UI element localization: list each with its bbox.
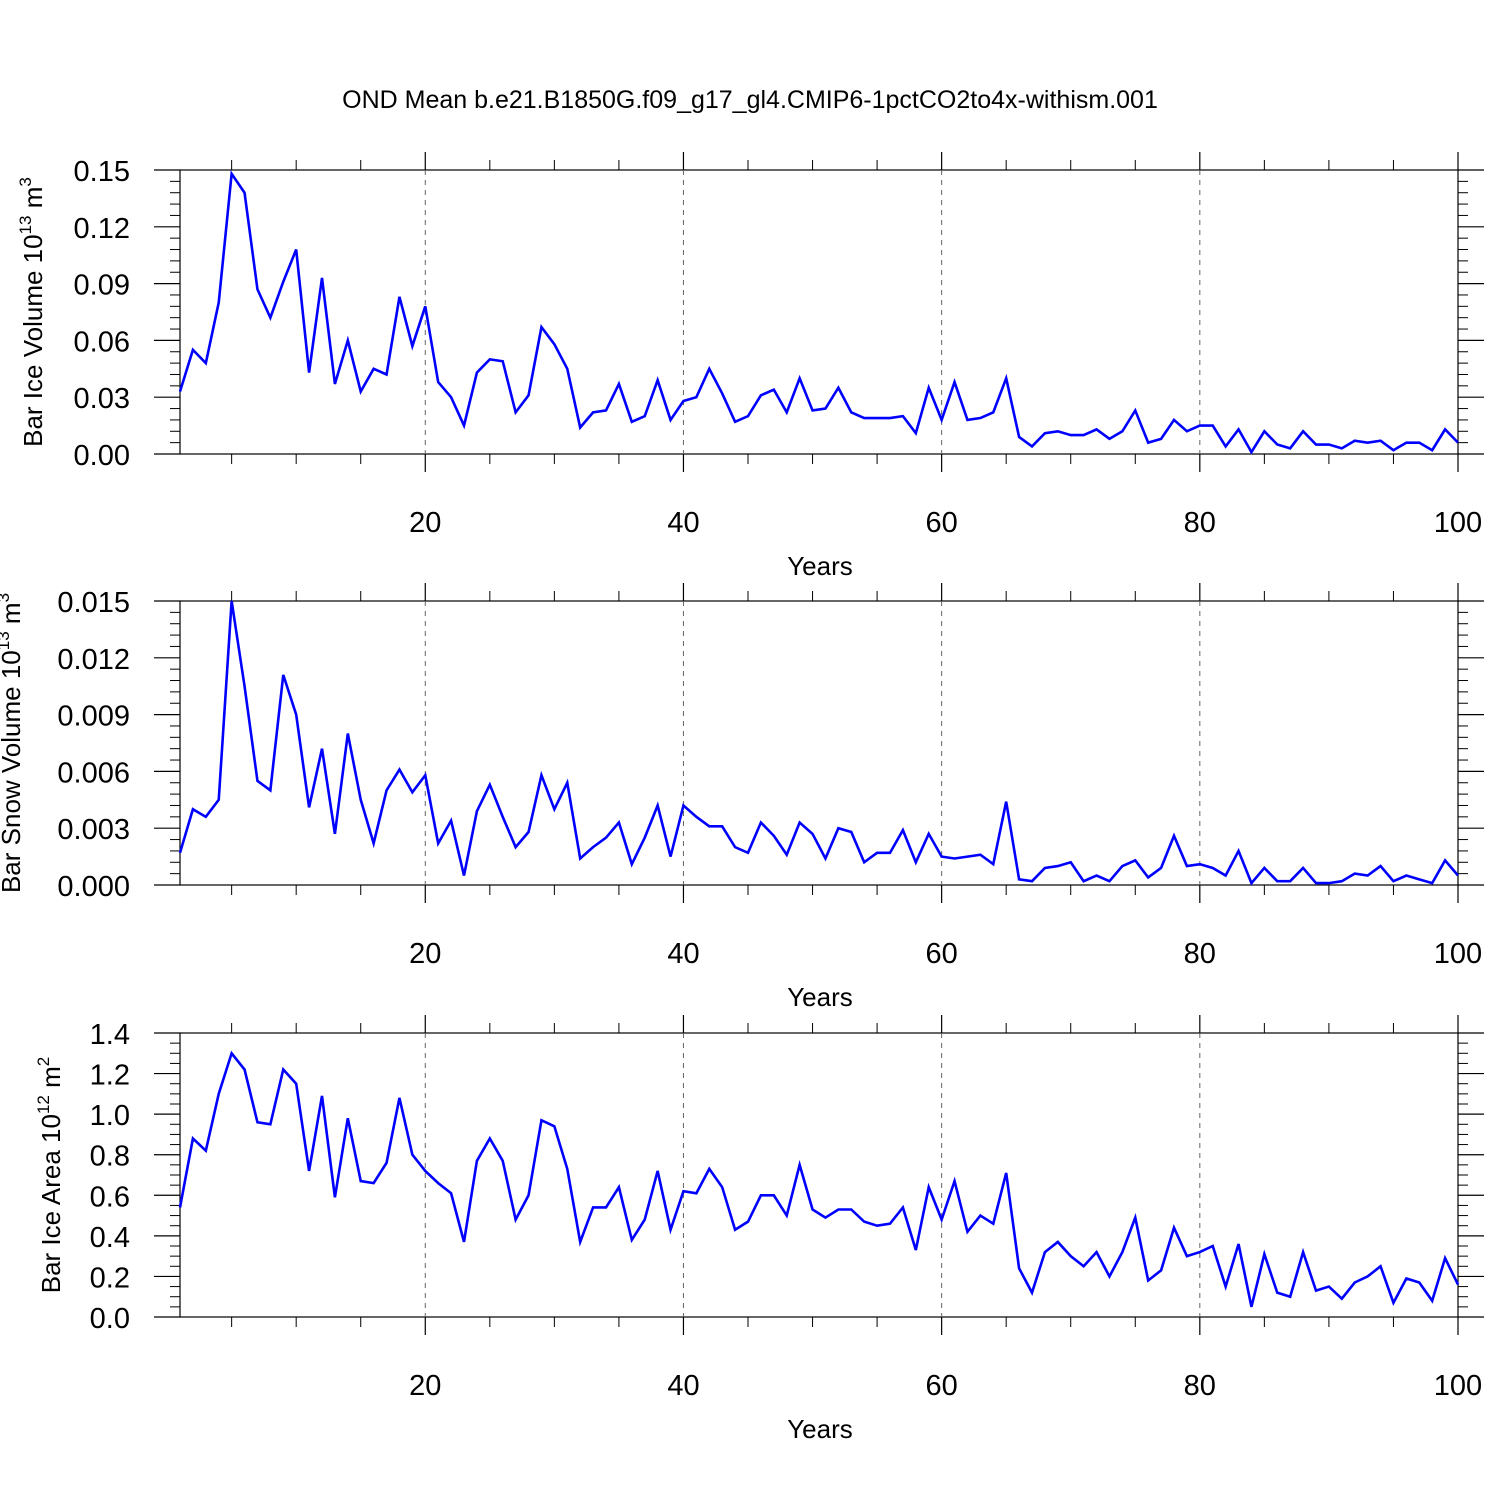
y-tick-label: 0.4 — [90, 1222, 130, 1254]
y-tick-label: 0.0 — [90, 1303, 130, 1335]
ice-area-panel: 20 40 60 80 100 Years 0.0 0.2 0.4 0.6 0.8 1.0 1.2 1.4… — [34, 1015, 1484, 1444]
x-tick-label: 80 — [1184, 938, 1216, 970]
y-tick-label: 0.012 — [57, 644, 130, 676]
x-tick-label: 60 — [926, 507, 958, 539]
y-tick-label: 0.06 — [74, 326, 130, 358]
y-tick-label: 0.009 — [57, 701, 130, 733]
y-tick-label: 1.0 — [90, 1100, 130, 1132]
x-tick-label: 100 — [1434, 938, 1482, 970]
x-tick-label: 60 — [926, 938, 958, 970]
x-tick-label: 80 — [1184, 1370, 1216, 1402]
y-tick-label: 0.12 — [74, 213, 130, 245]
ice-area-series-line — [178, 1050, 1460, 1308]
x-tick-label: 20 — [409, 938, 441, 970]
y-axis-title-text: Bar Ice Volume 10 — [18, 234, 48, 446]
y-tick-label: 1.2 — [90, 1060, 130, 1092]
y-axis-title-unit: m — [36, 1066, 66, 1095]
ice-volume-series-line — [178, 170, 1459, 455]
y-tick-label: 0.00 — [74, 440, 130, 472]
y-tick-label: 0.03 — [74, 383, 130, 415]
y-axis-title-exponent: 13 — [16, 215, 35, 234]
plot-frame — [179, 1032, 1459, 1318]
y-tick-label: 0.000 — [57, 871, 130, 903]
y-tick-label: 0.8 — [90, 1141, 130, 1173]
y-tick-label: 0.006 — [57, 757, 130, 789]
plot-frame — [179, 600, 1459, 886]
y-tick-label: 1.4 — [90, 1019, 130, 1051]
x-tick-label: 40 — [667, 507, 699, 539]
y-axis-title-text: Bar Ice Area 10 — [36, 1114, 66, 1293]
y-axis-title-unit: m — [0, 602, 26, 631]
figure-title: OND Mean b.e21.B1850G.f09_g17_gl4.CMIP6-… — [342, 86, 1158, 114]
x-tick-label: 100 — [1434, 1370, 1482, 1402]
y-axis-title: Bar Snow Volume 1013 m3 — [0, 593, 26, 893]
x-tick-label: 20 — [409, 1370, 441, 1402]
x-tick-label: 100 — [1434, 507, 1482, 539]
ice-volume-panel: 20 40 60 80 100 Years 0.00 0.03 0.06 0.09 0.12 0.15… — [16, 152, 1484, 581]
y-axis-title-unit-exponent: 3 — [16, 177, 35, 186]
x-tick-label: 40 — [667, 938, 699, 970]
y-axis-title: Bar Ice Area 1012 m2 — [34, 1057, 66, 1294]
plot-frame — [179, 169, 1459, 455]
y-axis-title-exponent: 12 — [34, 1095, 53, 1114]
y-axis-title-unit: m — [18, 187, 48, 216]
snow-volume-panel: 20 40 60 80 100 Years 0.000 0.003 0.006 0.009 0.01… — [0, 583, 1484, 1012]
y-axis-title-unit-exponent: 2 — [34, 1057, 53, 1066]
y-tick-label: 0.2 — [90, 1262, 130, 1294]
y-tick-label: 0.15 — [74, 156, 130, 188]
x-tick-label: 20 — [409, 507, 441, 539]
x-axis-title: Years — [787, 1414, 853, 1444]
x-tick-label: 60 — [926, 1370, 958, 1402]
y-tick-label: 0.003 — [57, 814, 130, 846]
y-tick-label: 0.015 — [57, 587, 130, 619]
x-axis-title: Years — [787, 551, 853, 581]
x-tick-label: 80 — [1184, 507, 1216, 539]
snow-volume-series-line — [178, 600, 1459, 886]
y-tick-label: 0.6 — [90, 1181, 130, 1213]
x-axis-title: Years — [787, 982, 853, 1012]
y-axis-title-unit-exponent: 3 — [0, 593, 13, 602]
x-tick-label: 40 — [667, 1370, 699, 1402]
y-axis-title: Bar Ice Volume 1013 m3 — [16, 177, 48, 447]
y-axis-title-exponent: 13 — [0, 631, 13, 650]
y-axis-title-text: Bar Snow Volume 10 — [0, 650, 26, 893]
y-tick-label: 0.09 — [74, 270, 130, 302]
